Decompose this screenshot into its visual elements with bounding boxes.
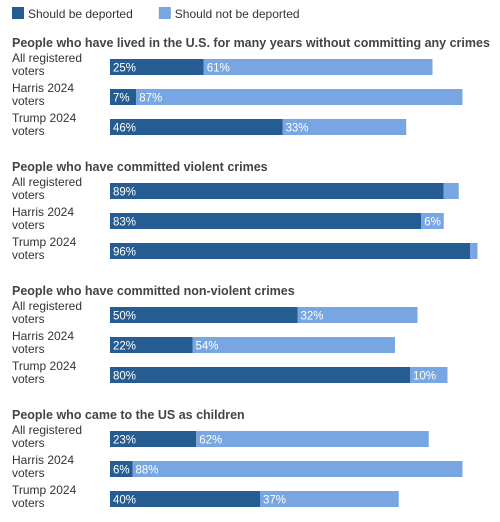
bar-label-not-deported: 61% bbox=[207, 63, 230, 75]
row-label-line: voters bbox=[12, 188, 45, 202]
row-label-line: voters bbox=[12, 124, 45, 138]
bar-not-deported bbox=[470, 243, 478, 259]
bar-deported bbox=[110, 89, 137, 105]
bar-label-not-deported: 54% bbox=[196, 341, 219, 353]
group-4: People who came to the US as childrenAll… bbox=[12, 408, 463, 510]
bar-label-deported: 89% bbox=[113, 187, 136, 199]
row-label-line: voters bbox=[12, 94, 45, 108]
bar-deported bbox=[110, 243, 470, 259]
bar-not-deported bbox=[297, 307, 418, 323]
bar-label-deported: 25% bbox=[113, 63, 136, 75]
bar-not-deported bbox=[192, 337, 395, 353]
bar-label-deported: 80% bbox=[113, 371, 136, 383]
row-label-line: Trump 2024 bbox=[12, 359, 77, 373]
bar-label-deported: 83% bbox=[113, 217, 136, 229]
bar-label-not-deported: 37% bbox=[263, 495, 286, 507]
legend-swatch-not_deported bbox=[158, 7, 171, 19]
bar-label-deported: 40% bbox=[113, 495, 136, 507]
bar-not-deported bbox=[443, 183, 459, 199]
row-label-line: voters bbox=[12, 496, 45, 510]
bar-label-deported: 7% bbox=[113, 93, 130, 105]
bar-label-not-deported: 6% bbox=[424, 217, 441, 229]
legend-label-deported: Should be deported bbox=[28, 7, 133, 21]
row-label-line: Trump 2024 bbox=[12, 483, 77, 497]
row-label-line: voters bbox=[12, 436, 45, 450]
group-title: People who came to the US as children bbox=[12, 408, 245, 422]
bar-deported bbox=[110, 337, 193, 353]
bar-label-deported: 96% bbox=[113, 247, 136, 259]
bar-deported bbox=[110, 431, 197, 447]
bar-not-deported bbox=[410, 367, 448, 383]
row-label-line: Harris 2024 bbox=[12, 205, 74, 219]
legend-label-not_deported: Should not be deported bbox=[175, 7, 300, 21]
row-label-line: Trump 2024 bbox=[12, 111, 77, 125]
bar-not-deported bbox=[203, 59, 433, 75]
bar-not-deported bbox=[421, 213, 444, 229]
group-title: People who have committed non-violent cr… bbox=[12, 284, 295, 298]
bar-deported bbox=[110, 461, 133, 477]
bar-not-deported bbox=[132, 461, 463, 477]
group-3: People who have committed non-violent cr… bbox=[12, 284, 448, 386]
bar-deported bbox=[110, 491, 260, 507]
bar-label-deported: 22% bbox=[113, 341, 136, 353]
row-label-line: voters bbox=[12, 64, 45, 78]
row-label-line: voters bbox=[12, 312, 45, 326]
legend-swatch-deported bbox=[12, 7, 24, 19]
group-2: People who have committed violent crimes… bbox=[12, 160, 478, 262]
row-label-line: Harris 2024 bbox=[12, 81, 74, 95]
row-label-line: voters bbox=[12, 372, 45, 386]
legend-item-not_deported: Should not be deported bbox=[158, 7, 300, 21]
row-label-line: voters bbox=[12, 218, 45, 232]
row-label-line: voters bbox=[12, 248, 45, 262]
row-label-line: voters bbox=[12, 466, 45, 480]
bar-deported bbox=[110, 367, 410, 383]
row-label-line: Harris 2024 bbox=[12, 329, 74, 343]
bar-label-not-deported: 33% bbox=[286, 123, 309, 135]
row-label-line: All registered bbox=[12, 299, 82, 313]
legend-item-deported: Should be deported bbox=[12, 7, 133, 21]
row-label-line: All registered bbox=[12, 423, 82, 437]
row-label-line: Harris 2024 bbox=[12, 453, 74, 467]
bar-label-not-deported: 88% bbox=[136, 465, 159, 477]
bar-label-not-deported: 10% bbox=[413, 371, 436, 383]
bar-not-deported bbox=[260, 491, 399, 507]
row-label-line: All registered bbox=[12, 175, 82, 189]
row-label-line: Trump 2024 bbox=[12, 235, 77, 249]
bar-deported bbox=[110, 119, 283, 135]
bar-label-not-deported: 32% bbox=[301, 311, 324, 323]
bar-label-deported: 23% bbox=[113, 435, 136, 447]
row-label-line: All registered bbox=[12, 51, 82, 65]
bar-label-deported: 6% bbox=[113, 465, 130, 477]
bar-deported bbox=[110, 213, 422, 229]
bar-deported bbox=[110, 307, 298, 323]
bar-label-not-deported: 62% bbox=[199, 435, 222, 447]
bar-label-deported: 50% bbox=[113, 311, 136, 323]
row-label-line: voters bbox=[12, 342, 45, 356]
bar-not-deported bbox=[282, 119, 407, 135]
group-title: People who have lived in the U.S. for ma… bbox=[12, 36, 490, 50]
bar-label-not-deported: 87% bbox=[139, 93, 162, 105]
group-title: People who have committed violent crimes bbox=[12, 160, 268, 174]
bar-not-deported bbox=[136, 89, 463, 105]
bar-not-deported bbox=[196, 431, 429, 447]
bar-deported bbox=[110, 183, 444, 199]
group-1: People who have lived in the U.S. for ma… bbox=[12, 36, 490, 138]
bar-label-deported: 46% bbox=[113, 123, 136, 135]
bar-deported bbox=[110, 59, 204, 75]
